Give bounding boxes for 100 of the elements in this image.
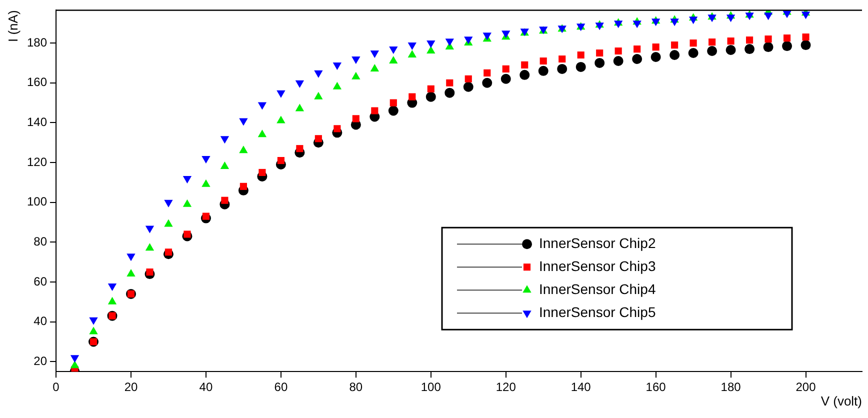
point bbox=[802, 34, 810, 41]
point bbox=[744, 44, 755, 54]
point bbox=[146, 268, 154, 276]
point bbox=[707, 46, 718, 56]
point bbox=[164, 200, 173, 208]
point bbox=[239, 146, 248, 154]
point bbox=[221, 196, 228, 204]
point bbox=[145, 243, 154, 251]
point bbox=[220, 136, 230, 144]
point bbox=[632, 20, 642, 28]
point bbox=[371, 107, 378, 114]
point bbox=[182, 199, 192, 207]
point bbox=[352, 115, 360, 122]
legend-label: InnerSensor Chip3 bbox=[539, 258, 656, 274]
point bbox=[388, 106, 398, 116]
x-tick-label: 60 bbox=[274, 380, 288, 394]
point bbox=[444, 88, 455, 98]
point bbox=[427, 85, 434, 92]
y-tick-label: 80 bbox=[34, 234, 48, 248]
x-tick-label: 180 bbox=[720, 380, 742, 394]
y-tick-label: 60 bbox=[34, 274, 48, 288]
point bbox=[521, 61, 528, 68]
point bbox=[782, 10, 792, 18]
point bbox=[408, 50, 416, 58]
point bbox=[352, 56, 360, 64]
point bbox=[389, 46, 398, 54]
point bbox=[634, 45, 641, 53]
point bbox=[332, 62, 342, 70]
point bbox=[408, 93, 416, 100]
point bbox=[594, 58, 605, 68]
point bbox=[726, 14, 736, 22]
point bbox=[202, 156, 210, 164]
point bbox=[390, 99, 397, 106]
point bbox=[370, 50, 379, 58]
legend-label: InnerSensor Chip2 bbox=[539, 234, 656, 251]
point bbox=[782, 41, 792, 52]
point bbox=[577, 51, 584, 59]
point bbox=[557, 64, 568, 74]
point bbox=[613, 56, 624, 66]
point bbox=[538, 66, 548, 76]
point bbox=[464, 75, 472, 82]
point bbox=[108, 296, 117, 304]
point bbox=[445, 38, 454, 46]
point bbox=[426, 92, 436, 102]
point bbox=[89, 326, 98, 334]
x-tick-label: 80 bbox=[349, 380, 363, 394]
point bbox=[295, 104, 304, 112]
point bbox=[258, 168, 266, 176]
point bbox=[240, 182, 247, 190]
legend-label: InnerSensor Chip5 bbox=[539, 304, 656, 320]
point bbox=[688, 16, 698, 24]
point bbox=[463, 82, 474, 92]
y-tick-label: 20 bbox=[34, 354, 48, 368]
point bbox=[314, 70, 323, 78]
y-tick-label: 140 bbox=[26, 115, 48, 130]
y-tick-label: 40 bbox=[34, 314, 48, 328]
point bbox=[726, 45, 736, 56]
point bbox=[783, 34, 791, 42]
point bbox=[277, 157, 284, 164]
x-axis-title: V (volt) bbox=[820, 394, 862, 409]
point bbox=[276, 116, 286, 124]
x-tick-label: 100 bbox=[420, 380, 442, 394]
point bbox=[595, 22, 604, 30]
point bbox=[484, 69, 491, 76]
x-tick-label: 20 bbox=[124, 380, 138, 394]
point bbox=[801, 12, 810, 20]
point bbox=[500, 74, 511, 84]
point bbox=[746, 36, 754, 44]
point bbox=[650, 52, 661, 62]
y-tick-label: 120 bbox=[26, 154, 48, 169]
point bbox=[652, 44, 660, 51]
x-tick-label: 120 bbox=[496, 380, 516, 394]
point bbox=[184, 230, 191, 238]
point bbox=[164, 219, 173, 227]
y-tick-label: 100 bbox=[26, 194, 48, 209]
point bbox=[202, 212, 210, 220]
point bbox=[239, 118, 248, 126]
point bbox=[745, 12, 754, 20]
point bbox=[314, 135, 322, 142]
point bbox=[800, 40, 811, 50]
point bbox=[126, 269, 136, 277]
point bbox=[89, 317, 98, 325]
point bbox=[632, 54, 642, 64]
point bbox=[408, 42, 416, 50]
point bbox=[764, 36, 772, 43]
legend-label: InnerSensor Chip4 bbox=[539, 280, 656, 297]
x-tick-label: 200 bbox=[796, 380, 816, 394]
x-tick-label: 0 bbox=[52, 380, 60, 394]
y-tick-label: 180 bbox=[26, 35, 48, 50]
point bbox=[651, 18, 660, 26]
point bbox=[708, 38, 716, 46]
point bbox=[220, 162, 230, 170]
point bbox=[690, 40, 697, 47]
point bbox=[670, 50, 680, 60]
point bbox=[296, 145, 304, 152]
point bbox=[540, 57, 547, 65]
point bbox=[576, 62, 586, 72]
point bbox=[520, 70, 530, 80]
point bbox=[258, 102, 267, 110]
point bbox=[763, 42, 774, 52]
